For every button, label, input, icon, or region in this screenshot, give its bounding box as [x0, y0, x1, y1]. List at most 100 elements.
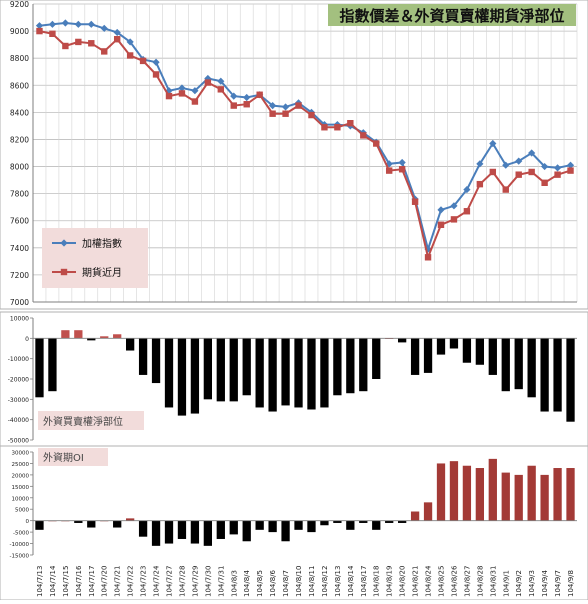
data-point	[476, 160, 484, 168]
data-point	[385, 160, 393, 168]
panel-label-box	[38, 411, 144, 430]
data-point	[541, 179, 548, 186]
panel-label-box	[38, 448, 108, 466]
y-tick-label: 7200	[10, 271, 29, 280]
x-tick-label: 104/8/26	[450, 565, 458, 597]
y-tick-label: 25000	[12, 462, 30, 468]
data-point	[463, 185, 471, 194]
data-point	[347, 120, 354, 127]
data-point	[75, 38, 82, 46]
bar	[501, 472, 510, 521]
bar	[151, 520, 161, 546]
data-point	[528, 168, 535, 176]
bar	[177, 520, 187, 539]
data-point	[88, 40, 95, 47]
data-point	[528, 149, 536, 157]
x-tick-label: 104/9/4	[541, 569, 549, 597]
bar	[410, 338, 420, 375]
bar	[268, 520, 277, 533]
data-point	[515, 157, 523, 165]
data-point	[566, 161, 575, 169]
bar	[203, 520, 213, 546]
x-tick-label: 104/7/17	[88, 566, 96, 597]
y-tick-label: 10000	[10, 316, 29, 323]
bar	[553, 468, 562, 521]
bar	[540, 338, 549, 412]
bar	[87, 520, 96, 528]
data-point	[360, 132, 367, 139]
y-tick-label: 20000	[12, 473, 30, 479]
data-point	[165, 92, 173, 100]
data-point	[243, 93, 251, 102]
x-tick-label: 104/8/18	[373, 566, 381, 597]
x-tick-label: 104/8/27	[463, 566, 471, 597]
data-point	[101, 48, 108, 55]
x-tick-label: 104/9/7	[554, 570, 562, 597]
y-tick-label: 9200	[10, 0, 29, 9]
data-point	[74, 20, 82, 28]
bar	[372, 520, 381, 530]
y-tick-label: 8000	[10, 163, 29, 172]
y-tick-label: 7600	[10, 217, 29, 226]
y-tick-label: 8600	[10, 81, 29, 90]
x-tick-label: 104/8/17	[360, 566, 368, 597]
data-point	[178, 84, 186, 92]
bar	[307, 338, 316, 410]
y-tick-label: -40000	[8, 417, 29, 424]
series-line-1	[39, 21, 571, 253]
bar	[74, 330, 83, 339]
bar	[87, 338, 96, 341]
x-tick-label: 104/8/25	[438, 566, 446, 597]
x-axis-tick-labels: 104/7/13 104/7/14 104/7/15 104/7/16 104/7/17…	[36, 565, 575, 597]
bar	[268, 338, 277, 412]
x-tick-label: 104/8/13	[334, 566, 342, 597]
foreign-options-net-position-bar-chart: 10000 0 -10000 -20000 -30000 -40000 -50000 外資買賣…	[0, 311, 588, 447]
x-tick-label: 104/8/28	[476, 566, 484, 597]
bar	[125, 518, 135, 521]
bar	[488, 338, 497, 375]
bar	[397, 338, 407, 343]
bar	[242, 338, 251, 396]
data-point	[191, 98, 199, 105]
data-point	[61, 19, 69, 27]
x-tick-label: 104/9/1	[502, 570, 510, 597]
bar	[566, 338, 575, 422]
data-point	[62, 42, 69, 50]
y-tick-label: -50000	[8, 438, 29, 445]
bar	[164, 520, 174, 544]
data-point	[398, 166, 406, 173]
bar	[527, 338, 536, 398]
bar	[294, 520, 303, 530]
data-point	[541, 162, 549, 171]
bar	[281, 520, 290, 542]
x-tick-label: 104/8/7	[282, 570, 290, 597]
x-tick-label: 104/8/4	[243, 569, 251, 597]
y-tick-label: -15000	[10, 554, 30, 560]
x-tick-label: 104/7/21	[114, 566, 122, 597]
bar	[462, 338, 472, 363]
data-point	[282, 110, 289, 117]
x-tick-label: 104/7/29	[191, 566, 199, 597]
y-tick-label: 9000	[10, 27, 29, 36]
data-point	[230, 92, 238, 100]
legend-box	[42, 228, 148, 288]
x-tick-label: 104/7/22	[127, 566, 135, 597]
x-tick-label: 104/8/19	[386, 566, 394, 597]
y-tick-label: 10000	[12, 496, 30, 502]
data-point	[334, 124, 341, 131]
bar	[164, 338, 174, 408]
x-tick-label: 104/9/8	[567, 570, 575, 597]
y-tick-label: 0	[25, 336, 29, 343]
data-point	[450, 216, 458, 223]
data-point	[437, 206, 445, 214]
bar	[242, 520, 251, 542]
data-point	[113, 28, 121, 37]
x-tick-label: 104/7/20	[101, 566, 109, 597]
y-tick-label: -5000	[13, 531, 29, 537]
data-point	[113, 36, 121, 43]
data-point	[126, 52, 134, 59]
y-tick-label: 15000	[12, 485, 30, 491]
y-tick-label: 7800	[10, 190, 29, 199]
bar	[346, 338, 355, 394]
